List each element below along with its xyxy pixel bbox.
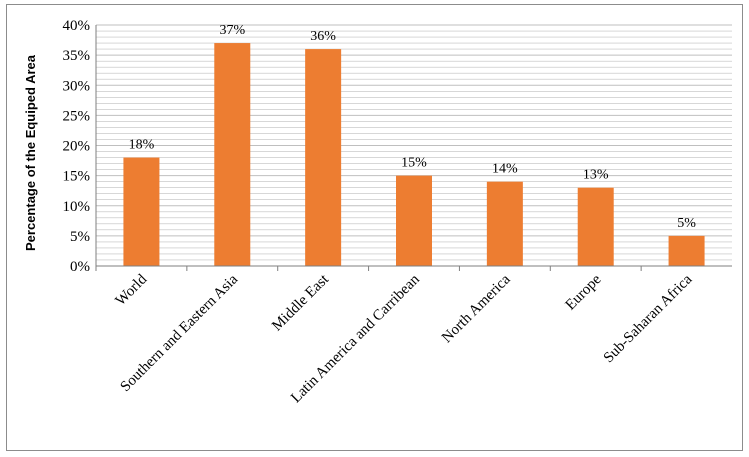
x-category-label: Sub-Saharan Africa <box>601 271 696 366</box>
y-tick-label: 30% <box>63 78 91 94</box>
y-tick-label: 15% <box>63 169 91 185</box>
y-tick-label: 20% <box>63 139 91 155</box>
x-category-label: North America <box>439 271 514 346</box>
data-label: 18% <box>129 138 155 153</box>
bar <box>486 181 523 266</box>
bar <box>214 43 251 267</box>
bar <box>396 175 432 266</box>
bar <box>668 235 705 266</box>
data-label: 37% <box>219 23 245 38</box>
bars <box>123 43 705 267</box>
y-tick-label: 25% <box>63 108 91 124</box>
bar <box>577 187 614 266</box>
data-label: 14% <box>492 162 518 177</box>
y-tick-label: 40% <box>63 18 91 34</box>
axes <box>95 25 732 271</box>
y-tick-label: 0% <box>70 259 90 275</box>
y-tick-labels: 0% 5% 10% 15% 20% 25% 30% 35% 40% <box>63 18 91 275</box>
bar-chart: 0% 5% 10% 15% 20% 25% 30% 35% 40% WorldSouthern … <box>23 18 732 406</box>
y-tick-label: 35% <box>63 48 91 64</box>
data-labels: 18% 37% 36% 15% 14% 13% 5% <box>129 23 697 231</box>
bar <box>305 49 342 266</box>
bar <box>123 157 160 266</box>
y-tick-label: 10% <box>63 199 91 215</box>
chart-frame: 0% 5% 10% 15% 20% 25% 30% 35% 40% World Southern … <box>6 4 743 451</box>
y-axis-title: Percentage of the Equiped Area <box>23 54 38 251</box>
x-category-label: World <box>113 271 151 309</box>
x-category-label: Europe <box>563 271 605 313</box>
data-label: 36% <box>310 29 336 44</box>
y-tick-label: 5% <box>70 229 90 245</box>
x-category-label: Middle East <box>269 271 332 334</box>
data-label: 15% <box>401 156 427 171</box>
data-label: 5% <box>677 216 696 231</box>
data-label: 13% <box>583 168 609 183</box>
